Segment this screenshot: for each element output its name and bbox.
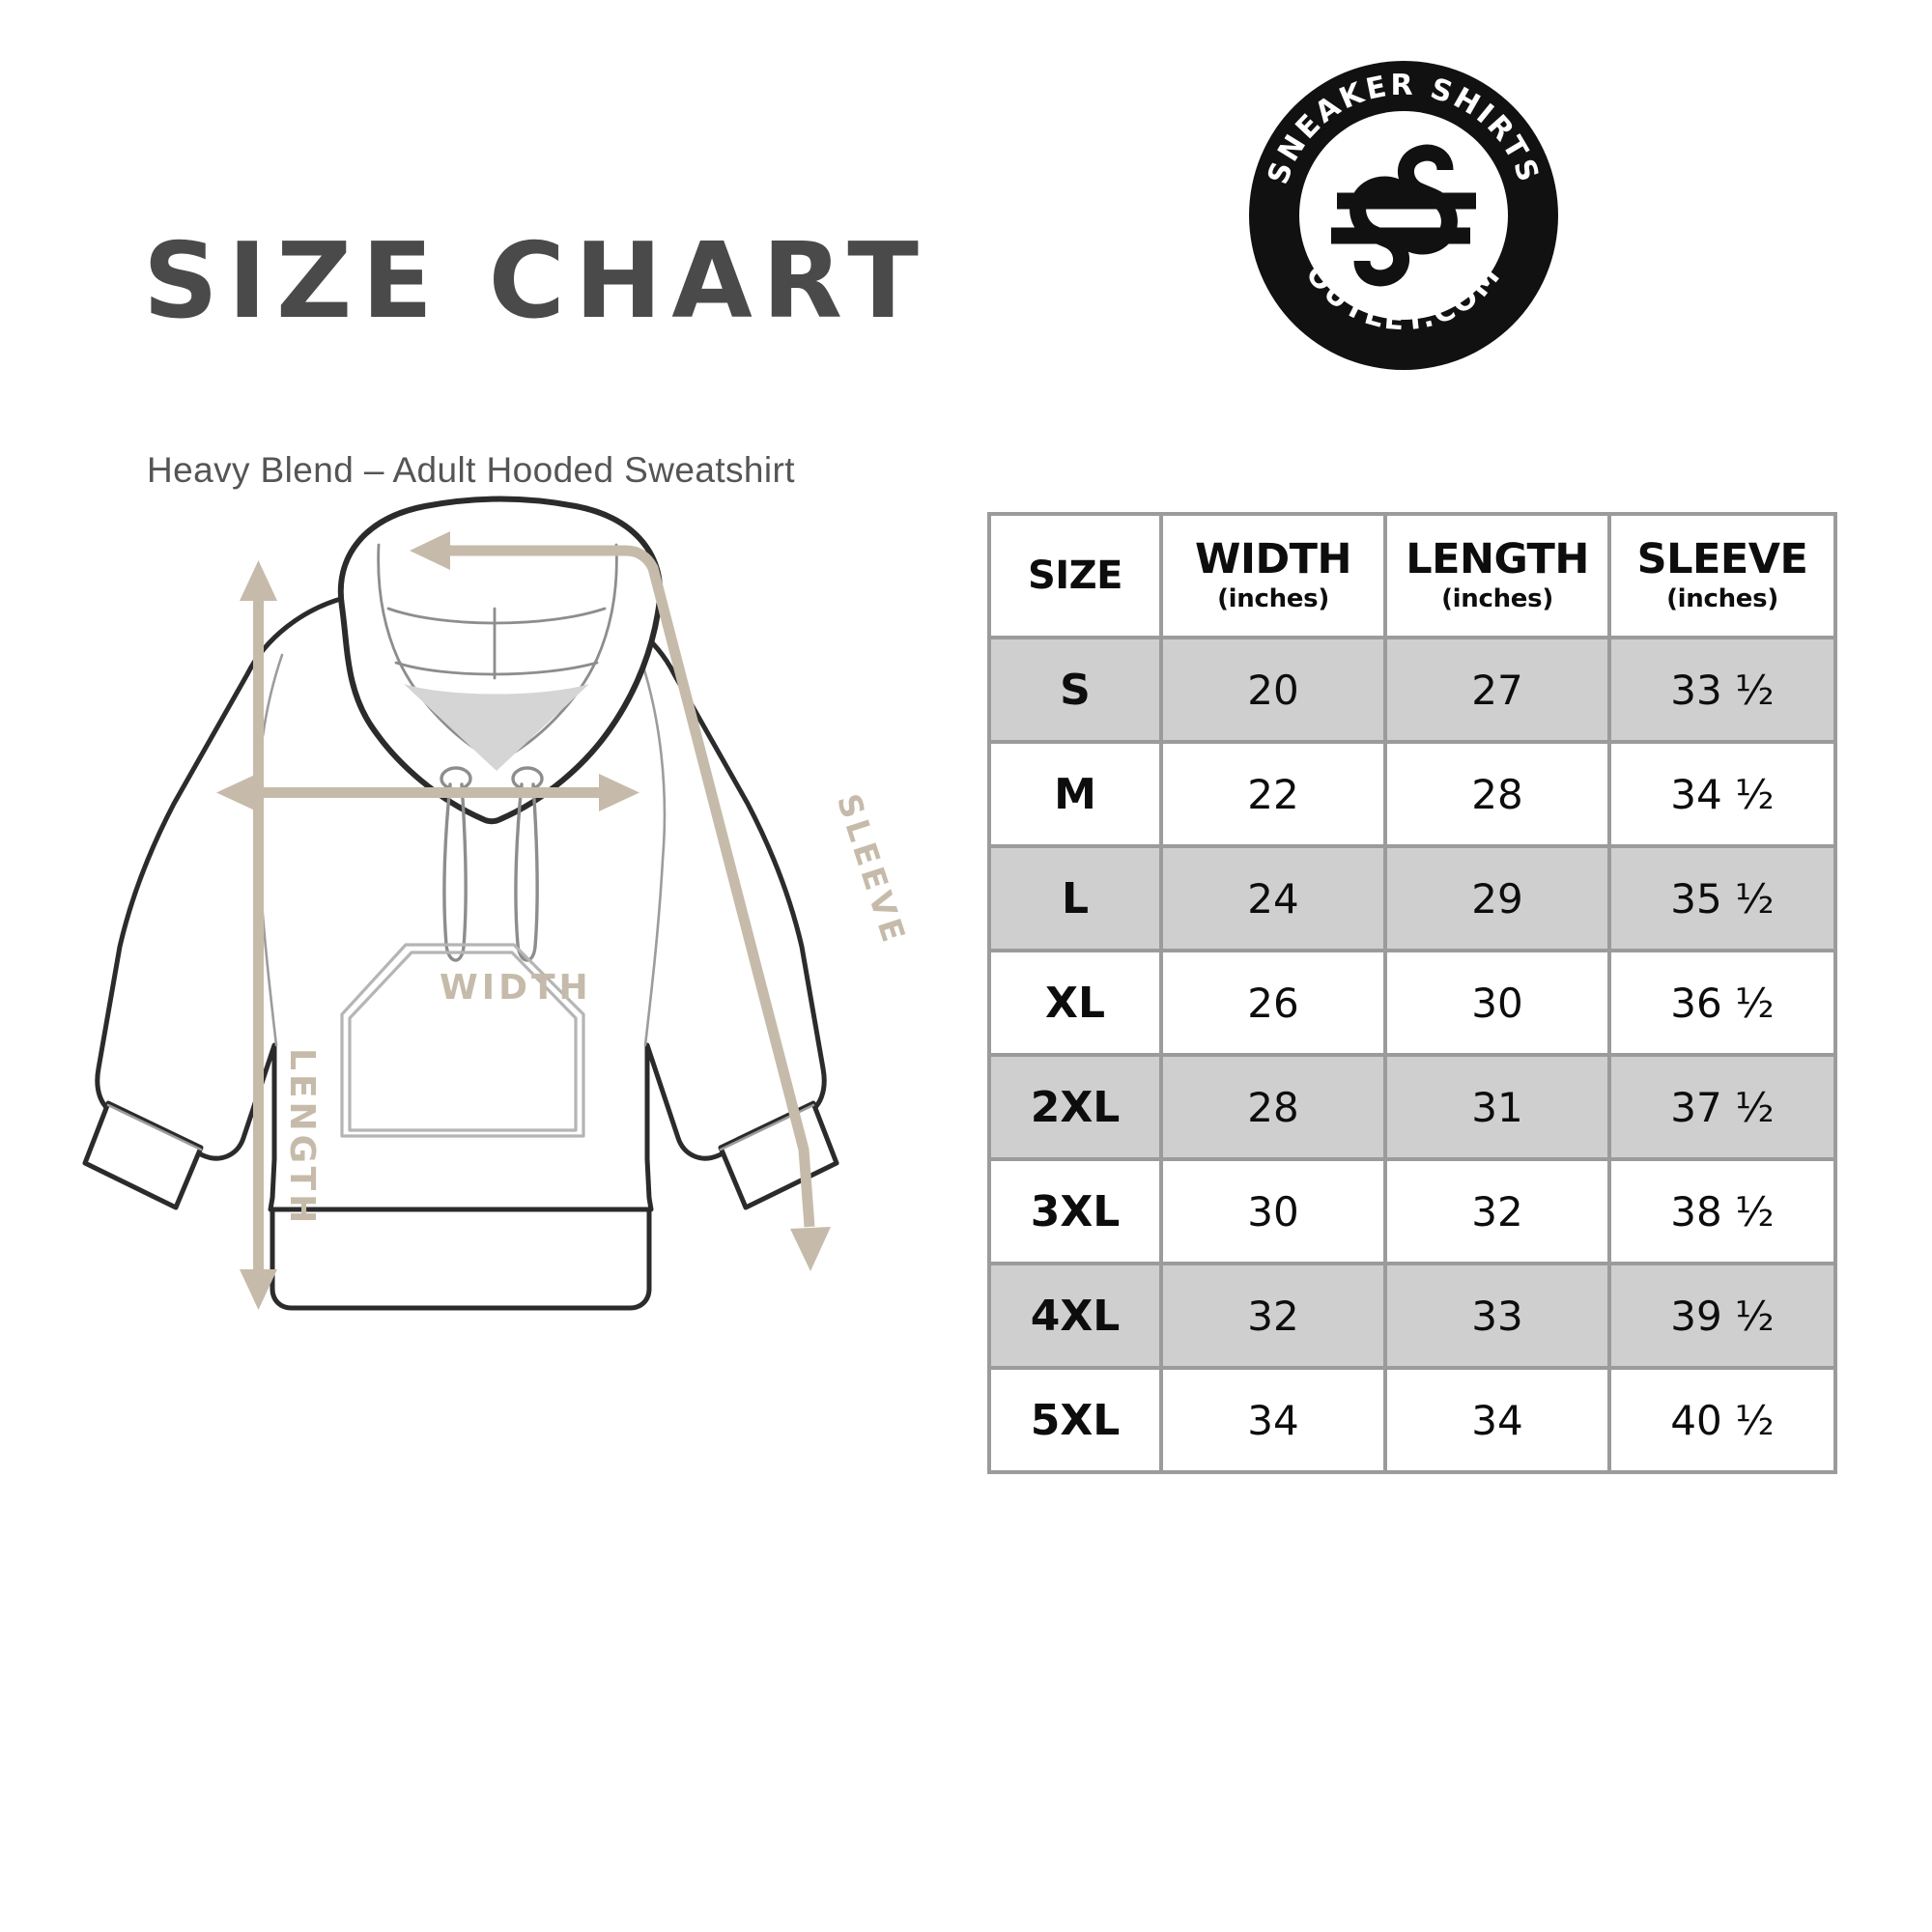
table-row: 4XL 32 33 39 ½ (987, 1262, 1837, 1370)
cell-sleeve: 40 ½ (1607, 1366, 1837, 1474)
cell-sleeve: 34 ½ (1607, 740, 1837, 848)
cell-sleeve: 39 ½ (1607, 1262, 1837, 1370)
column-header-length: LENGTH (inches) (1383, 512, 1611, 639)
cell-length: 33 (1383, 1262, 1611, 1370)
table-row: M 22 28 34 ½ (987, 740, 1837, 848)
hood-inner-seams (377, 543, 618, 761)
length-arrow-head-down (240, 1269, 277, 1310)
hood-neck-opening (404, 684, 589, 771)
cell-width: 20 (1159, 636, 1387, 744)
column-header-size-main: SIZE (1027, 554, 1123, 598)
hoodie-waistband (270, 1207, 652, 1311)
table-row: 5XL 34 34 40 ½ (987, 1366, 1837, 1474)
sleeve-arrow-head-down (790, 1227, 831, 1271)
length-arrow-shaft (253, 589, 264, 1281)
table-row: L 24 29 35 ½ (987, 844, 1837, 952)
length-label: LENGTH (282, 1048, 322, 1228)
column-header-sleeve: SLEEVE (inches) (1607, 512, 1837, 639)
cell-length: 34 (1383, 1366, 1611, 1474)
cell-length: 27 (1383, 636, 1611, 744)
hoodie-pocket (340, 943, 585, 1138)
cell-width: 22 (1159, 740, 1387, 848)
cell-width: 30 (1159, 1157, 1387, 1265)
column-header-sleeve-main: SLEEVE (1636, 534, 1808, 583)
page-subtitle: Heavy Blend – Adult Hooded Sweatshirt (147, 450, 795, 490)
sleeve-arrow-head-left (410, 531, 450, 570)
cell-sleeve: 38 ½ (1607, 1157, 1837, 1265)
hood-drawstrings (440, 766, 544, 962)
width-arrow-shaft (247, 787, 609, 798)
size-table-body: S 20 27 33 ½ M 22 28 34 ½ L 24 29 35 ½ XL 26 30 36 ½ 2XL… (987, 636, 1837, 1474)
cell-width: 32 (1159, 1262, 1387, 1370)
hoodie-illustration (58, 493, 1082, 1642)
column-header-length-unit: (inches) (1441, 584, 1553, 614)
cell-width: 28 (1159, 1053, 1387, 1161)
page-title: SIZE CHART (143, 221, 928, 342)
hoodie-hood (337, 496, 664, 825)
cell-sleeve: 33 ½ (1607, 636, 1837, 744)
size-table: SIZE WIDTH (inches) LENGTH (inches) SLEE… (987, 512, 1837, 1474)
column-header-size: SIZE (987, 512, 1163, 639)
hoodie-cuff-right (718, 1100, 839, 1210)
table-row: 3XL 30 32 38 ½ (987, 1157, 1837, 1265)
column-header-length-main: LENGTH (1406, 534, 1589, 583)
cell-sleeve: 36 ½ (1607, 949, 1837, 1057)
logo-inner-disc (1299, 111, 1508, 320)
column-header-width-unit: (inches) (1217, 584, 1329, 614)
cell-size: 4XL (987, 1262, 1163, 1370)
cell-sleeve: 37 ½ (1607, 1053, 1837, 1161)
cell-size: S (987, 636, 1163, 744)
cell-width: 24 (1159, 844, 1387, 952)
cell-length: 32 (1383, 1157, 1611, 1265)
size-table-container: SIZE WIDTH (inches) LENGTH (inches) SLEE… (987, 512, 1837, 1474)
column-header-width-main: WIDTH (1195, 534, 1351, 583)
cell-width: 26 (1159, 949, 1387, 1057)
cell-size: 3XL (987, 1157, 1163, 1265)
measurement-arrows (216, 531, 831, 1310)
cell-size: XL (987, 949, 1163, 1057)
logo-monogram-icon (1331, 144, 1476, 287)
width-arrow-head-right (599, 774, 639, 811)
cell-size: 5XL (987, 1366, 1163, 1474)
cell-sleeve: 35 ½ (1607, 844, 1837, 952)
hoodie-cuff-left (82, 1100, 204, 1210)
length-arrow-head-up (240, 560, 277, 601)
width-arrow-head-left (216, 774, 257, 811)
cell-size: M (987, 740, 1163, 848)
table-row: S 20 27 33 ½ (987, 636, 1837, 744)
cell-width: 34 (1159, 1366, 1387, 1474)
cell-length: 31 (1383, 1053, 1611, 1161)
cell-size: 2XL (987, 1053, 1163, 1161)
cell-length: 30 (1383, 949, 1611, 1057)
cell-length: 28 (1383, 740, 1611, 848)
table-row: 2XL 28 31 37 ½ (987, 1053, 1837, 1161)
brand-logo: SNEAKER SHIRTS OUTLET.COM (1244, 56, 1563, 375)
sleeve-arrow-shaft (442, 545, 815, 1228)
column-header-width: WIDTH (inches) (1159, 512, 1387, 639)
column-header-sleeve-unit: (inches) (1666, 584, 1778, 614)
cell-length: 29 (1383, 844, 1611, 952)
table-row: XL 26 30 36 ½ (987, 949, 1837, 1057)
size-table-header: SIZE WIDTH (inches) LENGTH (inches) SLEE… (987, 512, 1837, 639)
header-row: SIZE WIDTH (inches) LENGTH (inches) SLEE… (987, 512, 1837, 639)
width-label: WIDTH (440, 968, 592, 1008)
cell-size: L (987, 844, 1163, 952)
